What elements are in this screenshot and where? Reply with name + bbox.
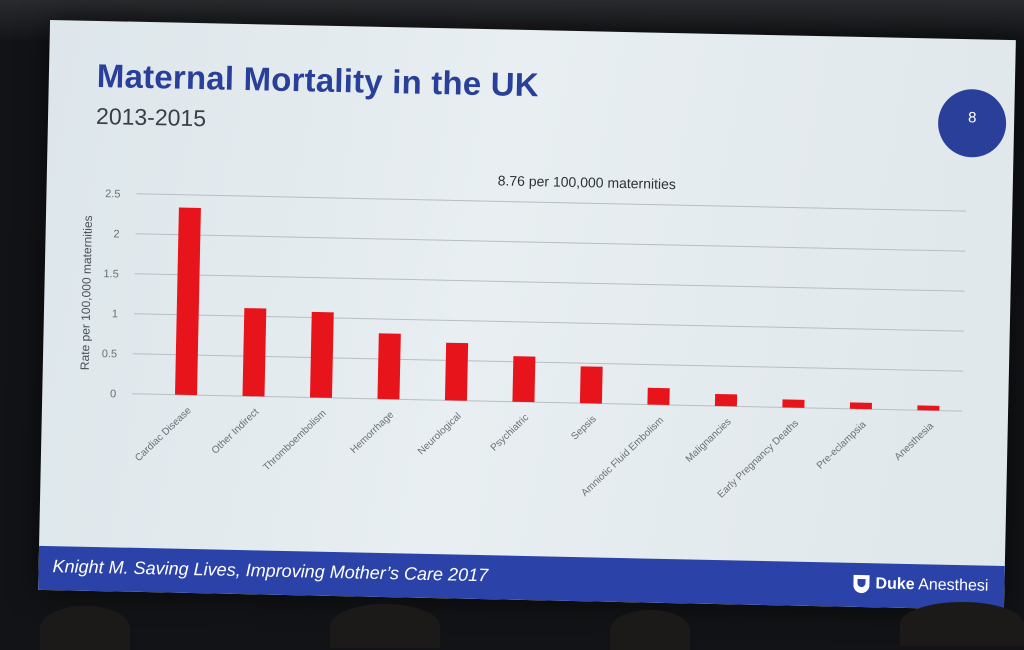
x-tick-label: Sepsis [569,414,598,443]
x-tick-label: Anesthesia [893,420,937,462]
bar [579,366,603,404]
duke-anesthesia-logo: Duke Anesthesi [853,571,989,600]
x-tick-label: Thromboembolism [261,408,328,473]
bar [309,311,334,398]
bar [714,393,738,407]
bar [512,356,536,403]
x-tick-label: Psychiatric [489,412,532,453]
x-tick-label: Malignancies [684,417,734,465]
gridline [136,193,967,212]
x-tick-label: Pre-eclampsia [815,419,869,471]
y-tick-label: 0.5 [102,348,118,360]
bar [444,342,469,401]
slide-title: Maternal Mortality in the UK [96,56,540,104]
x-tick-label: Hemorrhage [348,409,396,456]
page-number-badge: 8 [937,88,1007,158]
bar [849,402,872,410]
y-tick-label: 2 [113,228,119,240]
slide-subtitle: 2013-2015 [95,102,207,132]
bar [647,387,670,406]
footer-citation: Knight M. Saving Lives, Improving Mother… [52,556,489,586]
logo-rest-text: Anesthesi [914,576,989,595]
bar-chart: 0 0.5 1 1.5 2 2.5 Rate per 100,000 maternities… [78,172,967,501]
bar [377,333,401,400]
x-tick-label: Amniotic Fluid Embolism [580,415,667,499]
y-tick-label: 1 [112,308,118,320]
x-tick-label: Early Pregnancy Deaths [716,418,801,501]
chart-annotation: 8.76 per 100,000 maternities [498,172,677,192]
x-tick-label: Neurological [416,411,464,457]
x-tick-label: Other Indirect [210,406,261,456]
bar [782,399,805,408]
projected-slide: Maternal Mortality in the UK 2013-2015 8… [38,19,1016,611]
gridline [133,313,964,332]
gridline [133,353,963,372]
bar [242,308,267,397]
y-tick-label: 0 [110,388,116,400]
x-tick-label: Cardiac Disease [133,405,194,464]
y-axis-label: Rate per 100,000 maternities [78,215,95,370]
gridline [132,393,963,412]
y-tick-label: 1.5 [103,268,119,280]
logo-bold-text: Duke [875,575,915,594]
y-tick-label: 2.5 [105,188,121,200]
shield-icon [853,574,870,594]
gridline [134,273,965,292]
bar [917,405,940,411]
audience-heads [0,600,1024,650]
bar [175,207,201,396]
gridline [135,233,966,252]
